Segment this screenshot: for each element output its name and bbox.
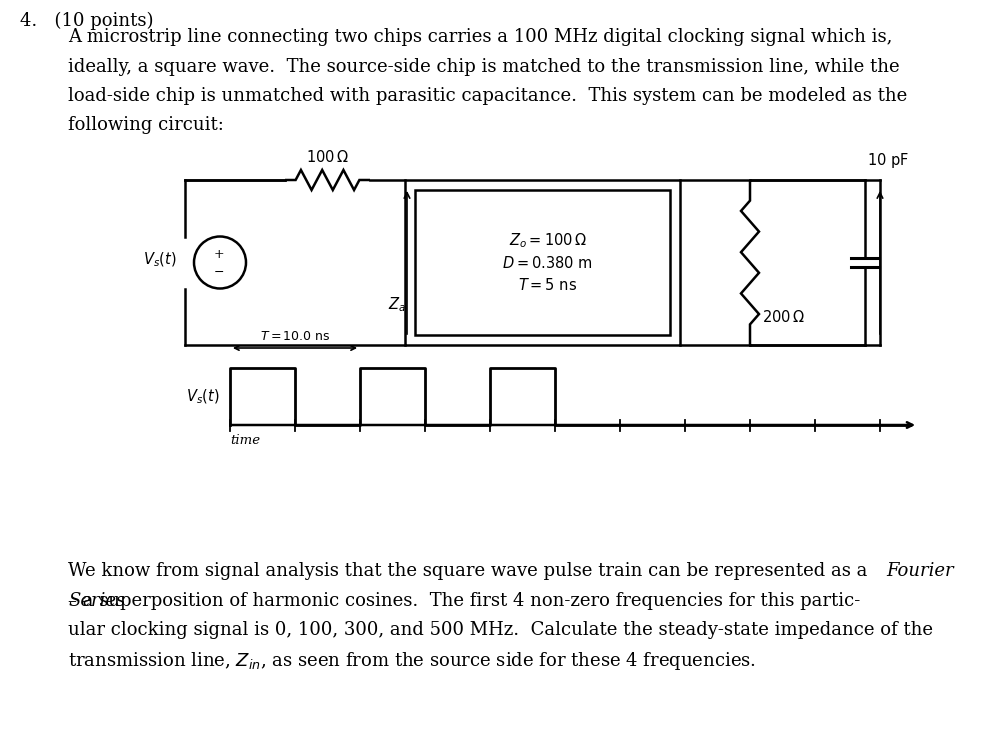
Text: A microstrip line connecting two chips carries a 100 MHz digital clocking signal: A microstrip line connecting two chips c…	[68, 28, 892, 46]
Bar	[415, 190, 670, 335]
Text: transmission line, $Z_{in}$, as seen from the source side for these 4 frequencie: transmission line, $Z_{in}$, as seen fro…	[68, 650, 756, 673]
Text: $T = 5\ \mathrm{ns}$: $T = 5\ \mathrm{ns}$	[518, 277, 577, 292]
Text: $Z_o = 100\,\Omega$: $Z_o = 100\,\Omega$	[509, 231, 586, 250]
Text: $V_s(t)$: $V_s(t)$	[186, 387, 220, 406]
Text: $10\ \mathrm{pF}$: $10\ \mathrm{pF}$	[867, 151, 909, 170]
Bar	[405, 180, 680, 345]
Text: $D = 0.380\ \mathrm{m}$: $D = 0.380\ \mathrm{m}$	[502, 254, 593, 271]
Text: $Z_a$: $Z_a$	[388, 296, 406, 314]
Text: $T = 10.0\ \mathrm{ns}$: $T = 10.0\ \mathrm{ns}$	[260, 330, 330, 343]
Text: load-side chip is unmatched with parasitic capacitance.  This system can be mode: load-side chip is unmatched with parasit…	[68, 87, 907, 105]
Text: $V_s(t)$: $V_s(t)$	[143, 251, 177, 268]
Text: $200\,\Omega$: $200\,\Omega$	[762, 309, 805, 325]
Text: – a superposition of harmonic cosines.  The first 4 non-zero frequencies for thi: – a superposition of harmonic cosines. T…	[68, 592, 860, 610]
Text: following circuit:: following circuit:	[68, 116, 224, 134]
Text: $100\,\Omega$: $100\,\Omega$	[306, 149, 349, 165]
Text: ular clocking signal is 0, 100, 300, and 500 MHz.  Calculate the steady-state im: ular clocking signal is 0, 100, 300, and…	[68, 621, 933, 639]
Text: ideally, a square wave.  The source-side chip is matched to the transmission lin: ideally, a square wave. The source-side …	[68, 58, 900, 76]
Text: +: +	[214, 248, 224, 261]
Text: Fourier: Fourier	[886, 562, 954, 580]
Text: Series: Series	[68, 592, 125, 610]
Text: −: −	[214, 266, 224, 279]
Text: 4.   (10 points): 4. (10 points)	[20, 12, 154, 30]
Text: We know from signal analysis that the square wave pulse train can be represented: We know from signal analysis that the sq…	[68, 562, 873, 580]
Text: time: time	[230, 434, 260, 447]
